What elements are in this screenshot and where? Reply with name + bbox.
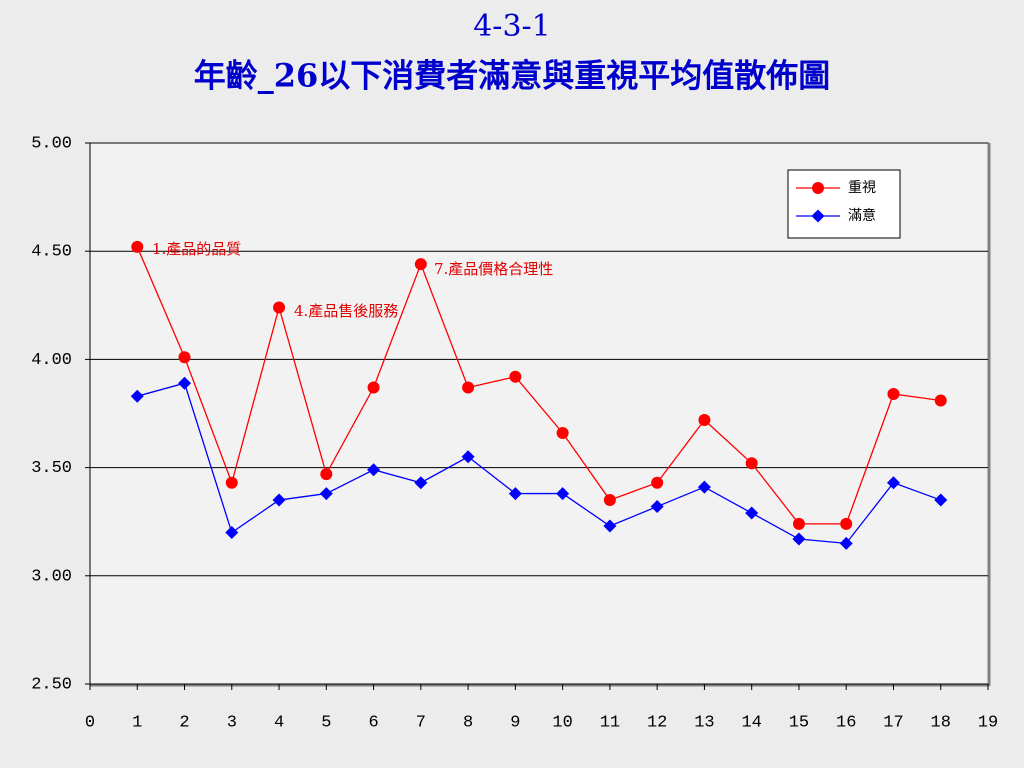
x-tick-label: 4	[274, 713, 284, 732]
data-point	[414, 258, 427, 271]
data-point	[131, 240, 144, 253]
y-tick-label: 3.50	[31, 459, 72, 478]
series-line	[136, 246, 941, 525]
x-tick-label: 5	[321, 713, 331, 732]
chart-title: 4-3-1	[473, 9, 551, 44]
x-tick-label: 6	[368, 713, 378, 732]
data-point	[698, 413, 711, 426]
data-point	[650, 500, 664, 514]
x-tick-label: 13	[694, 713, 714, 732]
x-tick-label: 17	[883, 713, 903, 732]
data-point	[603, 519, 617, 533]
y-tick-label: 4.00	[31, 351, 72, 370]
x-tick-label: 8	[463, 713, 473, 732]
data-point	[367, 381, 380, 394]
x-tick-label: 0	[85, 713, 95, 732]
data-point	[792, 517, 805, 530]
data-point	[273, 301, 286, 314]
data-point	[414, 476, 428, 490]
annotation: 1.產品的品質	[152, 240, 241, 258]
series-line	[137, 382, 941, 545]
y-tick-label: 2.50	[31, 675, 72, 694]
data-point	[745, 457, 758, 470]
x-tick-label: 18	[931, 713, 951, 732]
data-point	[792, 532, 806, 546]
data-point	[367, 463, 381, 477]
data-point	[887, 388, 900, 401]
data-point	[745, 506, 759, 520]
legend-marker	[811, 209, 825, 223]
x-tick-label: 14	[741, 713, 761, 732]
y-tick-label: 4.50	[31, 243, 72, 262]
x-tick-label: 19	[978, 713, 998, 732]
x-tick-label: 3	[227, 713, 237, 732]
chart-subtitle: 年齡_26以下消費者滿意與重視平均值散佈圖	[194, 57, 831, 95]
annotation: 4.產品售後服務	[294, 302, 398, 320]
data-point	[178, 376, 192, 390]
data-point	[462, 381, 475, 394]
data-point	[461, 450, 475, 464]
data-point	[840, 517, 853, 530]
x-tick-label: 11	[600, 713, 620, 732]
x-tick-label: 1	[132, 713, 142, 732]
data-point	[934, 493, 948, 507]
data-point	[697, 480, 711, 494]
x-tick-label: 10	[552, 713, 572, 732]
data-point	[178, 351, 191, 364]
data-point	[225, 526, 239, 540]
x-tick-label: 9	[510, 713, 520, 732]
legend-label: 重視	[848, 180, 876, 196]
data-point	[839, 536, 853, 550]
data-point	[225, 476, 238, 489]
data-point	[509, 370, 522, 383]
x-tick-label: 2	[179, 713, 189, 732]
x-tick-label: 7	[416, 713, 426, 732]
y-tick-label: 5.00	[31, 134, 72, 153]
data-point	[319, 487, 333, 501]
x-tick-label: 12	[647, 713, 667, 732]
x-tick-label: 15	[789, 713, 809, 732]
data-point	[320, 468, 333, 481]
data-point	[130, 389, 144, 403]
data-point	[272, 493, 286, 507]
y-tick-label: 3.00	[31, 567, 72, 586]
data-point	[934, 394, 947, 407]
data-point	[603, 494, 616, 507]
data-point	[556, 487, 570, 501]
data-point	[556, 426, 569, 439]
data-point	[508, 487, 522, 501]
x-tick-label: 16	[836, 713, 856, 732]
annotation: 7.產品價格合理性	[434, 260, 553, 278]
legend-label: 滿意	[848, 207, 876, 224]
legend-box	[787, 169, 901, 239]
data-point	[886, 476, 900, 490]
legend-marker	[812, 182, 824, 194]
data-point	[651, 476, 664, 489]
